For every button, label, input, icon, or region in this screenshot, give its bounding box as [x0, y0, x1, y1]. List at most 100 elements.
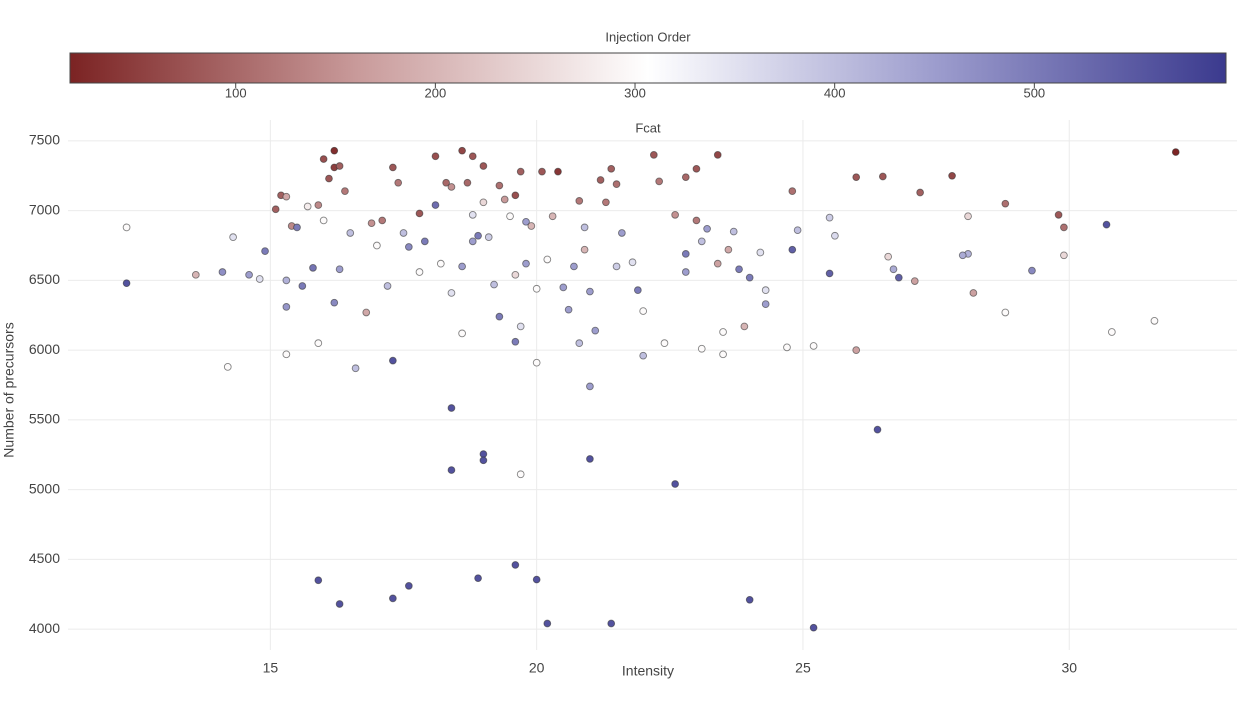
point	[511, 191, 520, 200]
point	[575, 339, 584, 348]
point	[575, 197, 584, 205]
point	[373, 241, 381, 250]
point	[431, 152, 440, 161]
point	[335, 600, 344, 608]
point	[303, 202, 312, 211]
colorbar	[69, 52, 1227, 84]
point	[1107, 328, 1116, 336]
point	[346, 229, 355, 237]
point	[756, 248, 765, 257]
point	[548, 212, 557, 221]
point	[602, 198, 610, 207]
point	[729, 227, 738, 236]
point	[719, 350, 727, 359]
point	[681, 173, 690, 182]
point	[431, 201, 440, 209]
point	[1060, 223, 1068, 232]
point	[298, 282, 307, 290]
point	[564, 305, 573, 314]
point	[671, 210, 679, 219]
point	[479, 450, 488, 458]
point	[399, 229, 408, 237]
point	[458, 146, 466, 155]
point	[511, 337, 520, 346]
point	[852, 173, 861, 182]
point	[468, 152, 477, 161]
colorbar-tick-label: 400	[824, 85, 846, 100]
point	[245, 270, 253, 279]
point	[314, 201, 323, 209]
y-tick-label: 7500	[29, 132, 60, 148]
point	[389, 594, 397, 603]
point	[500, 195, 509, 204]
point	[223, 363, 232, 371]
point	[538, 167, 546, 176]
point	[314, 339, 323, 348]
point	[122, 279, 131, 288]
point	[532, 284, 541, 293]
point	[948, 171, 956, 180]
colorbar-tick-label: 100	[225, 85, 247, 100]
point	[389, 163, 397, 172]
point	[740, 322, 749, 331]
point	[612, 180, 621, 189]
point	[958, 251, 967, 260]
point	[852, 346, 861, 354]
point	[1150, 316, 1159, 325]
point	[692, 216, 701, 225]
colorbar-title: Injection Order	[605, 29, 691, 44]
point	[580, 245, 589, 254]
point	[543, 255, 552, 264]
point	[1171, 148, 1180, 156]
point	[495, 181, 504, 190]
point	[761, 286, 770, 295]
x-tick-label: 20	[529, 660, 545, 676]
point	[719, 328, 727, 336]
point	[463, 178, 472, 187]
point	[554, 167, 562, 176]
point	[831, 231, 839, 240]
point	[527, 222, 536, 230]
point	[713, 259, 722, 268]
point	[628, 258, 637, 267]
point	[282, 303, 291, 311]
y-tick-label: 4500	[29, 550, 60, 566]
point	[255, 275, 264, 283]
y-tick-label: 5500	[29, 411, 60, 427]
point	[436, 259, 445, 268]
x-axis-label: Intensity	[622, 663, 674, 679]
point	[618, 229, 626, 237]
point	[474, 574, 482, 583]
point	[495, 312, 504, 321]
point	[969, 289, 978, 297]
point	[910, 277, 919, 285]
point	[697, 237, 706, 246]
point	[586, 287, 594, 296]
point	[559, 283, 568, 292]
point	[420, 237, 429, 246]
point	[1001, 199, 1010, 208]
point	[783, 343, 791, 352]
point	[394, 178, 403, 187]
point	[878, 172, 887, 181]
point	[735, 265, 743, 274]
point	[271, 205, 280, 214]
point	[367, 219, 376, 228]
point	[474, 231, 482, 240]
point	[681, 268, 690, 276]
point	[362, 308, 371, 317]
point	[404, 581, 413, 590]
point	[634, 286, 642, 295]
point	[1001, 308, 1010, 317]
point	[282, 276, 291, 285]
point	[724, 245, 733, 254]
point	[122, 223, 131, 232]
point	[586, 455, 594, 463]
point	[351, 364, 360, 373]
point	[458, 329, 466, 338]
point	[793, 226, 802, 235]
chart-title: Fcat	[635, 120, 661, 135]
point	[745, 595, 754, 604]
y-tick-label: 6000	[29, 341, 60, 357]
point	[916, 188, 924, 197]
